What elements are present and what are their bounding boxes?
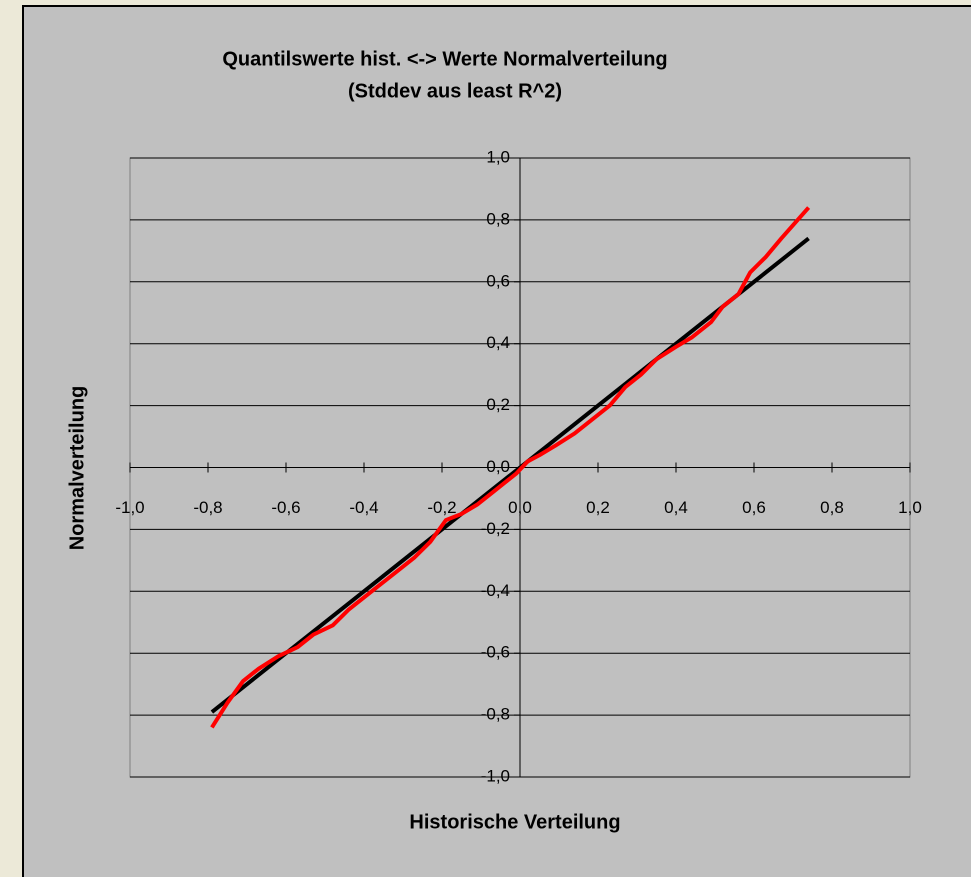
chart-title: Quantilswerte hist. <-> Werte Normalvert…	[222, 48, 667, 70]
data-line	[210, 206, 811, 729]
y-tick-label: 0,2	[486, 395, 510, 414]
x-axis-title: Historische Verteilung	[409, 811, 620, 833]
x-tick-label: 0,4	[664, 498, 688, 517]
x-tick-label: -1,0	[115, 498, 144, 517]
y-tick-label: 0,6	[486, 271, 510, 290]
y-tick-label: -0,2	[481, 519, 510, 538]
chart-subtitle: (Stddev aus least R^2)	[348, 80, 562, 102]
x-tick-label: -0,4	[349, 498, 378, 517]
x-tick-label: -0,2	[427, 498, 456, 517]
data-line	[210, 236, 810, 714]
y-tick-label: 0,4	[486, 333, 510, 352]
x-tick-label: 0,6	[742, 498, 766, 517]
y-tick-label: 0,8	[486, 209, 510, 228]
y-tick-label: -0,6	[481, 643, 510, 662]
x-tick-label: 1,0	[898, 498, 922, 517]
y-tick-label: -0,8	[481, 705, 510, 724]
y-tick-label: -1,0	[481, 766, 510, 785]
x-tick-label: -0,6	[271, 498, 300, 517]
x-tick-label: 0,8	[820, 498, 844, 517]
x-tick-label: 0,2	[586, 498, 610, 517]
y-axis-title: Normalverteilung	[66, 386, 88, 550]
x-tick-label: -0,8	[193, 498, 222, 517]
y-tick-label: -0,4	[481, 581, 510, 600]
y-tick-label: 0,0	[486, 457, 510, 476]
y-tick-label: 1,0	[486, 147, 510, 166]
